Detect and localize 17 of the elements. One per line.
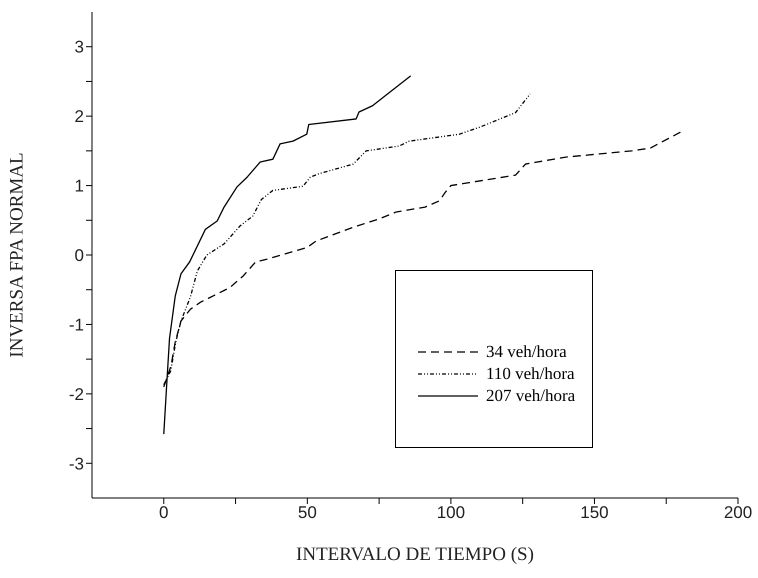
y-tick-label: 1 bbox=[74, 176, 84, 196]
x-axis-title: INTERVALO DE TIEMPO (S) bbox=[296, 544, 534, 565]
x-tick-label: 0 bbox=[159, 503, 169, 522]
legend-label: 34 veh/hora bbox=[486, 342, 567, 362]
x-tick-label: 50 bbox=[298, 503, 317, 522]
y-tick-label: 2 bbox=[74, 107, 84, 126]
y-tick-label: 3 bbox=[74, 38, 84, 57]
y-tick-label: -2 bbox=[68, 384, 84, 404]
y-tick-label: -3 bbox=[68, 454, 84, 474]
y-tick-label: -1 bbox=[68, 315, 84, 334]
x-tick-label: 100 bbox=[436, 503, 466, 522]
y-axis-title: INVERSA FPA NORMAL bbox=[6, 152, 28, 358]
x-tick-label: 150 bbox=[580, 503, 609, 522]
legend-label: 110 veh/hora bbox=[486, 364, 575, 384]
y-tick-label: 0 bbox=[74, 246, 84, 266]
legend-label: 207 veh/hora bbox=[486, 386, 576, 406]
x-tick-label: 200 bbox=[724, 503, 752, 522]
